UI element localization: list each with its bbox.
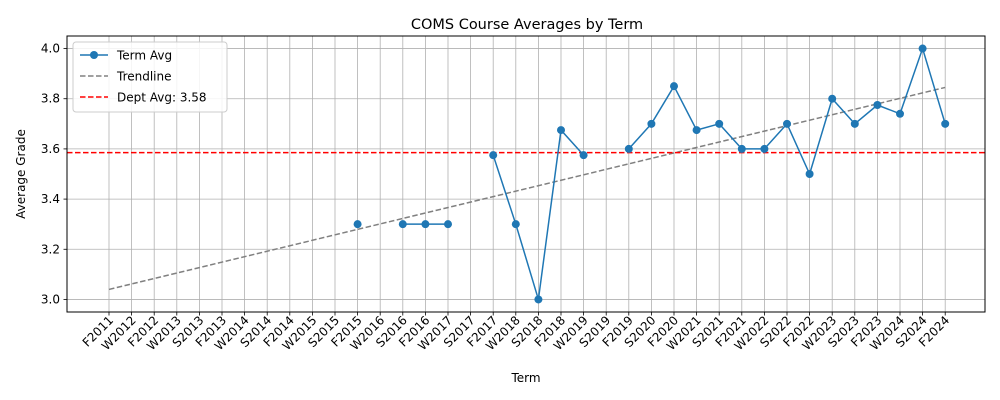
y-tick-label: 3.4 <box>41 192 60 206</box>
term-avg-point <box>421 220 430 229</box>
y-tick-label: 3.8 <box>41 92 60 106</box>
term-avg-point <box>873 101 882 109</box>
term-avg-point <box>918 44 927 53</box>
term-avg-point <box>760 144 769 153</box>
term-avg-point <box>624 144 633 153</box>
term-avg-point <box>850 119 859 128</box>
term-avg-point <box>715 119 724 128</box>
legend-dept-avg-label: Dept Avg: 3.58 <box>117 91 207 105</box>
term-avg-point <box>783 119 791 128</box>
term-avg-point <box>353 220 362 229</box>
term-avg-point <box>737 144 746 153</box>
term-avg-point <box>444 220 452 229</box>
term-avg-point <box>896 109 904 118</box>
term-avg-point <box>398 220 407 229</box>
term-avg-point <box>647 119 656 128</box>
term-avg-point <box>579 151 588 160</box>
term-avg-point <box>534 295 543 304</box>
chart-title: COMS Course Averages by Term <box>411 17 643 33</box>
legend-box <box>72 41 228 113</box>
term-avg-point <box>557 126 565 135</box>
y-tick-label: 4.0 <box>41 42 60 56</box>
term-avg-point <box>489 151 498 160</box>
legend-term-avg-marker <box>90 51 98 59</box>
trendline <box>108 86 946 291</box>
y-axis-label: Average Grade <box>14 129 28 219</box>
plot-frame <box>66 35 986 313</box>
reference-lines <box>67 86 985 291</box>
term-avg-point <box>670 82 678 91</box>
term-avg-point <box>511 220 520 229</box>
term-avg-point <box>828 94 837 103</box>
term-avg-point <box>692 126 701 135</box>
x-axis-label: Term <box>510 371 540 385</box>
x-axis: F2011W2012F2012W2013S2013F2013W2014S2014… <box>80 312 952 353</box>
y-tick-label: 3.2 <box>41 242 60 256</box>
term-avg-series <box>353 44 950 304</box>
y-tick-label: 3.0 <box>41 292 60 306</box>
legend-term-avg-label: Term Avg <box>116 49 172 63</box>
y-tick-label: 3.6 <box>41 142 60 156</box>
y-axis: 3.0 3.2 3.4 3.6 3.8 4.0 <box>41 42 67 306</box>
legend-trendline-label: Trendline <box>116 70 172 84</box>
term-avg-point <box>805 170 814 178</box>
legend: Term Avg Trendline Dept Avg: 3.58 <box>72 41 228 113</box>
term-avg-point <box>941 119 950 128</box>
